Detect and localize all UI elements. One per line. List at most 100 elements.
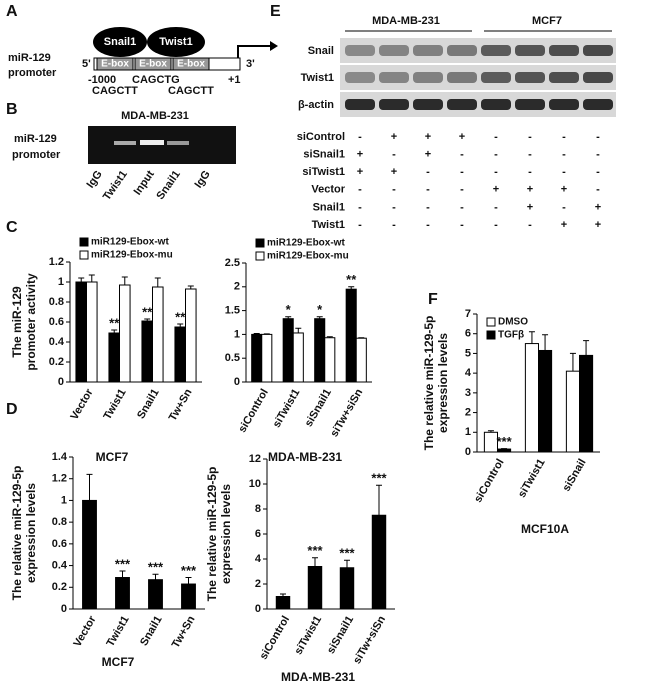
bar-chart: 0 2 4 6 8 10 12 siControl siTwist1 *** siSnail1 ***… xyxy=(205,453,395,684)
bar xyxy=(292,332,304,383)
x-tick-label: siTwist1 xyxy=(271,387,303,430)
error-bar xyxy=(187,285,194,289)
error-bar xyxy=(376,484,382,516)
treatment-label: siControl xyxy=(297,131,345,143)
treatment-label: Snail1 xyxy=(313,201,345,213)
ebox-label: E-box xyxy=(177,59,205,70)
significance-label: *** xyxy=(115,556,131,571)
treatment-mark: + xyxy=(595,219,601,231)
y-tick-label: 3 xyxy=(465,387,471,399)
treatment-mark: - xyxy=(358,219,362,231)
blot-band xyxy=(481,45,511,56)
bar xyxy=(86,281,98,383)
treatment-mark: - xyxy=(596,184,600,196)
legend-swatch xyxy=(486,317,496,327)
error-bar xyxy=(185,577,192,585)
blot-band xyxy=(447,45,477,56)
x-tick-label: siTw+siSn xyxy=(351,614,388,666)
group-label: MDA-MB-231 xyxy=(372,15,440,27)
lane-label: IgG xyxy=(84,169,104,191)
y-tick-label: 0 xyxy=(234,376,240,388)
y-tick-label: 1 xyxy=(58,276,64,288)
error-bar xyxy=(542,334,549,351)
treatment-mark: - xyxy=(562,166,566,178)
treatment-mark: - xyxy=(494,149,498,161)
panel-letter: E xyxy=(270,3,281,20)
bar xyxy=(579,354,594,453)
sequence: CAGCTG xyxy=(132,74,180,86)
tss-arrow-head xyxy=(270,41,278,51)
bar xyxy=(119,284,131,383)
legend-label: miR129-Ebox-mu xyxy=(91,250,173,261)
error-bar xyxy=(144,318,151,321)
bar xyxy=(75,281,88,383)
treatment-mark: - xyxy=(358,184,362,196)
protein-shape xyxy=(93,27,147,57)
x-tick-label: siTwist1 xyxy=(292,614,324,657)
western-blot: MDA-MB-231 MCF7 Snail Twist1 β-actin siC… xyxy=(297,15,616,231)
protein-label: Twist1 xyxy=(159,36,192,48)
promoter-label: promoter xyxy=(8,67,57,79)
error-bar xyxy=(487,430,494,433)
bar xyxy=(282,318,294,383)
bar xyxy=(538,349,553,453)
panel-letter: F xyxy=(428,291,438,308)
x-axis-label: MDA-MB-231 xyxy=(281,670,355,684)
error-bar xyxy=(88,274,95,282)
treatment-mark: - xyxy=(460,149,464,161)
treatment-mark: + xyxy=(561,219,567,231)
legend-swatch xyxy=(486,330,496,340)
position-label: +1 xyxy=(228,74,241,86)
treatment-mark: - xyxy=(460,184,464,196)
gel-band xyxy=(167,141,189,145)
treatment-mark: - xyxy=(528,166,532,178)
error-bar xyxy=(326,336,333,338)
bar xyxy=(314,318,326,383)
lane-label: IgG xyxy=(192,169,212,191)
treatment-mark: - xyxy=(596,166,600,178)
blot-band xyxy=(549,99,579,110)
blot-band xyxy=(379,72,409,83)
protein-shape xyxy=(147,27,205,57)
treatment-mark: + xyxy=(357,166,363,178)
treatment-mark: - xyxy=(596,149,600,161)
treatment-mark: + xyxy=(459,131,465,143)
y-tick-label: 4 xyxy=(255,553,262,565)
error-bar xyxy=(528,331,535,344)
x-tick-label: Vector xyxy=(71,613,99,649)
significance-label: *** xyxy=(148,560,164,575)
y-tick-label: 2 xyxy=(465,406,471,418)
treatment-mark: - xyxy=(392,149,396,161)
y-axis-label: The miR-129 xyxy=(10,286,24,358)
treatment-mark: + xyxy=(391,166,397,178)
treatment-mark: - xyxy=(596,131,600,143)
bar-chart: 0 1 2 3 4 5 6 7 siControl *** siTwist1 siSnail DMSO T… xyxy=(422,308,600,536)
treatment-mark: - xyxy=(460,219,464,231)
ebox xyxy=(96,57,134,71)
error-bar xyxy=(177,323,184,327)
y-tick-label: 0 xyxy=(255,603,261,615)
y-axis-label: expression levels xyxy=(436,333,450,433)
significance-label: *** xyxy=(496,434,512,449)
x-tick-label: Twist1 xyxy=(105,614,132,649)
three-prime: 3' xyxy=(246,58,255,70)
y-tick-label: 0.2 xyxy=(49,356,64,368)
blot-band xyxy=(379,45,409,56)
y-tick-label: 0.8 xyxy=(49,296,64,308)
x-tick-label: siControl xyxy=(472,457,507,505)
y-tick-label: 0.4 xyxy=(49,336,65,348)
treatment-mark: - xyxy=(528,219,532,231)
bar xyxy=(115,577,130,610)
blot-band xyxy=(345,99,375,110)
five-prime: 5' xyxy=(82,58,91,70)
gel-band xyxy=(114,141,136,145)
treatment-mark: - xyxy=(528,149,532,161)
x-tick-label: siControl xyxy=(236,387,271,435)
bar xyxy=(108,332,121,383)
error-bar xyxy=(569,352,576,372)
treatment-mark: - xyxy=(358,201,362,213)
y-tick-label: 0.2 xyxy=(52,581,67,593)
blot-label: Twist1 xyxy=(301,72,334,84)
treatment-mark: - xyxy=(426,201,430,213)
